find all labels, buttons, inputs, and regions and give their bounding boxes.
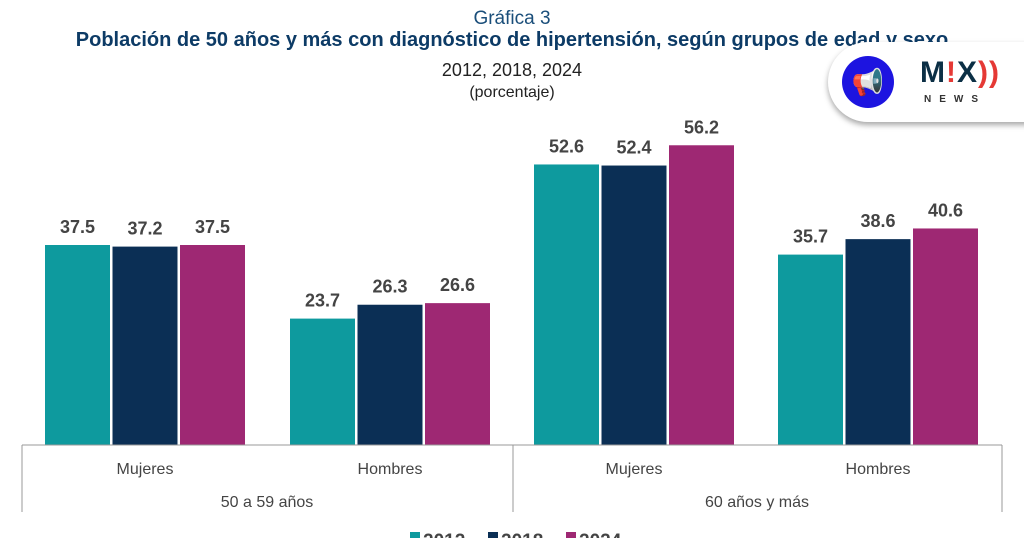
- data-label: 37.5: [60, 217, 95, 237]
- legend-swatch-2018: [488, 532, 498, 538]
- bar-2018: [845, 239, 911, 445]
- legend-swatch-2012: [410, 532, 420, 538]
- chart-subtitle: 2012, 2018, 2024: [441, 60, 583, 80]
- mix-news-logo: 📢 M!X)) NEWS: [828, 42, 1024, 122]
- bar-2018: [357, 304, 423, 445]
- bar-2018: [112, 246, 178, 445]
- legend-label: 2018: [501, 531, 543, 538]
- legend-label: 2012: [423, 531, 465, 538]
- x-tick-label: Mujeres: [117, 461, 174, 478]
- chart-unit: (porcentaje): [469, 84, 555, 101]
- bar-2012: [534, 164, 599, 445]
- data-label: 26.6: [440, 275, 475, 295]
- logo-brand: M!X)): [920, 56, 1000, 89]
- bar-2012: [778, 254, 843, 445]
- data-label: 52.4: [616, 138, 651, 158]
- logo-sub: NEWS: [924, 94, 986, 105]
- x-tick-label: Hombres: [358, 461, 423, 478]
- data-label: 56.2: [684, 117, 719, 137]
- x-tick-label: Hombres: [846, 461, 911, 478]
- group-label: 60 años y más: [705, 494, 809, 511]
- data-label: 37.5: [195, 217, 230, 237]
- legend-label: 2024: [579, 531, 622, 538]
- bar-2018: [601, 165, 667, 446]
- bar-2012: [45, 245, 110, 445]
- data-label: 35.7: [793, 227, 828, 247]
- chart-supertitle: Gráfica 3: [473, 8, 551, 29]
- megaphone-icon[interactable]: 📢: [842, 56, 894, 108]
- data-label: 26.3: [372, 277, 407, 297]
- bar-2024: [669, 145, 734, 445]
- bar-2024: [425, 303, 490, 445]
- bar-2012: [290, 318, 355, 445]
- bar-2024: [913, 228, 978, 445]
- x-tick-label: Mujeres: [606, 461, 663, 478]
- bar-2024: [180, 245, 245, 445]
- data-label: 52.6: [549, 136, 584, 156]
- data-label: 23.7: [305, 291, 340, 311]
- data-label: 40.6: [928, 200, 963, 220]
- group-label: 50 a 59 años: [221, 494, 314, 511]
- data-label: 37.2: [127, 219, 162, 239]
- data-label: 38.6: [860, 211, 895, 231]
- chart-title: Población de 50 años y más con diagnósti…: [75, 29, 949, 51]
- legend-swatch-2024: [566, 532, 576, 538]
